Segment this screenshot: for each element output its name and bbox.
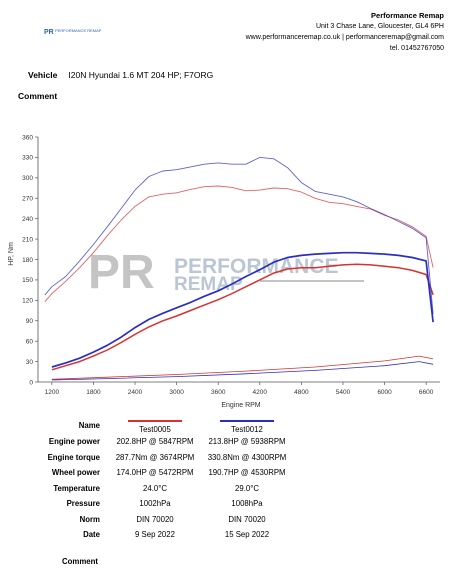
series-line-5 bbox=[51, 361, 434, 381]
series-line-4 bbox=[51, 355, 434, 380]
company-phone: tel. 01452767050 bbox=[389, 45, 444, 52]
y-tick-label: 60 bbox=[26, 338, 34, 345]
watermark-letters: PR bbox=[88, 246, 155, 299]
x-axis-label: Engine RPM bbox=[221, 402, 260, 409]
x-tick-label: 1200 bbox=[45, 389, 60, 396]
summary-value-test-1: 24.0°C bbox=[143, 483, 167, 493]
y-tick-label: 240 bbox=[22, 216, 33, 223]
company-address: Unit 3 Chase Lane, Gloucester, GL4 6PH bbox=[315, 23, 444, 30]
summary-row-label: Engine power bbox=[48, 437, 100, 447]
vehicle-label: Vehicle bbox=[28, 70, 58, 80]
dyno-chart: PR PERFORMANCE REMAP 0 30 60 90 120 150 180 210… bbox=[8, 134, 440, 409]
summary-value-test-1: 174.0HP @ 5472RPM bbox=[116, 468, 194, 478]
summary-value-test-2: 190.7HP @ 4530RPM bbox=[208, 468, 286, 478]
series-line-2 bbox=[51, 251, 434, 368]
summary-value-test-1: 202.8HP @ 5847RPM bbox=[116, 437, 194, 447]
summary-table: Name Test0005 Test0012 Engine power 202.8… bbox=[40, 416, 293, 543]
chart-lines bbox=[44, 156, 434, 381]
summary-row: Pressure 1002hPa 1008hPa bbox=[40, 496, 293, 512]
y-tick-label: 30 bbox=[26, 359, 34, 366]
y-tick-label: 90 bbox=[26, 318, 34, 325]
x-tick-label: 6600 bbox=[419, 389, 434, 396]
vehicle-value: I20N Hyundai 1.6 MT 204 HP; F7ORG bbox=[68, 70, 214, 80]
summary-row-label: Date bbox=[83, 530, 100, 540]
company-info: Performance Remap Unit 3 Chase Lane, Glo… bbox=[184, 10, 444, 54]
logo-text: PERFORMANCE REMAP bbox=[55, 28, 102, 33]
test-1-name: Test0005 bbox=[139, 425, 171, 434]
summary-row: Temperature 24.0°C 29.0°C bbox=[40, 481, 293, 497]
chart-axes: 0 30 60 90 120 150 180 210 240 270 300 330 360 1200 18… bbox=[22, 134, 440, 396]
summary-value-test-2: 330.8Nm @ 4300RPM bbox=[207, 452, 287, 462]
watermark-line2: REMAP bbox=[174, 274, 243, 295]
y-tick-label: 150 bbox=[22, 277, 33, 284]
summary-value-test-2: DIN 70020 bbox=[228, 514, 266, 524]
summary-row: Norm DIN 70020 DIN 70020 bbox=[40, 512, 293, 528]
summary-value-test-1: 287.7Nm @ 3674RPM bbox=[115, 452, 195, 462]
x-tick-label: 2400 bbox=[128, 389, 143, 396]
test-2-swatch bbox=[220, 419, 274, 422]
summary-comment-label: Comment bbox=[62, 557, 98, 566]
test-1-swatch bbox=[128, 419, 182, 422]
summary-value-test-1: 9 Sep 2022 bbox=[135, 530, 175, 540]
summary-header-label: Name bbox=[78, 420, 100, 430]
summary-row-label: Norm bbox=[79, 514, 100, 524]
y-axis-label: HP, Nm bbox=[8, 242, 15, 266]
series-line-3 bbox=[44, 156, 434, 314]
y-tick-label: 360 bbox=[22, 134, 33, 141]
company-name: Performance Remap bbox=[371, 11, 444, 20]
vehicle-row: Vehicle I20N Hyundai 1.6 MT 204 HP; F7OR… bbox=[28, 70, 213, 80]
x-tick-label: 4800 bbox=[294, 389, 309, 396]
y-tick-label: 0 bbox=[29, 379, 33, 386]
y-tick-label: 270 bbox=[22, 196, 33, 203]
summary-row-label: Wheel power bbox=[51, 468, 100, 478]
summary-row: Wheel power 174.0HP @ 5472RPM 190.7HP @ 45… bbox=[40, 465, 293, 481]
summary-value-test-1: 1002hPa bbox=[139, 499, 171, 509]
summary-value-test-2: 1008hPa bbox=[231, 499, 263, 509]
test-2-header: Test0012 bbox=[201, 416, 293, 434]
series-line-1 bbox=[44, 185, 434, 302]
summary-value-test-2: 15 Sep 2022 bbox=[224, 530, 270, 540]
summary-row: Engine torque 287.7Nm @ 3674RPM 330.8Nm @ … bbox=[40, 450, 293, 466]
test-2-name: Test0012 bbox=[231, 425, 263, 434]
y-tick-label: 120 bbox=[22, 298, 33, 305]
summary-header-row: Name Test0005 Test0012 bbox=[40, 416, 293, 434]
logo-letters: PR bbox=[44, 29, 54, 36]
y-tick-label: 210 bbox=[22, 236, 33, 243]
x-tick-label: 6000 bbox=[377, 389, 392, 396]
x-tick-label: 3600 bbox=[211, 389, 226, 396]
summary-row: Date 9 Sep 2022 15 Sep 2022 bbox=[40, 527, 293, 543]
test-1-header: Test0005 bbox=[109, 416, 201, 434]
watermark: PR PERFORMANCE REMAP bbox=[88, 246, 364, 299]
series-line-0 bbox=[51, 263, 434, 371]
summary-row: Engine power 202.8HP @ 5847RPM 213.8HP @ 5… bbox=[40, 434, 293, 450]
summary-value-test-2: 213.8HP @ 5938RPM bbox=[208, 437, 286, 447]
y-tick-label: 330 bbox=[22, 155, 33, 162]
y-tick-label: 300 bbox=[22, 175, 33, 182]
summary-value-test-2: 29.0°C bbox=[235, 483, 259, 493]
y-tick-label: 180 bbox=[22, 257, 33, 264]
x-tick-label: 1800 bbox=[86, 389, 101, 396]
summary-value-test-1: DIN 70020 bbox=[136, 514, 174, 524]
summary-row-label: Pressure bbox=[66, 499, 100, 509]
x-tick-label: 4200 bbox=[253, 389, 268, 396]
summary-row-label: Temperature bbox=[53, 483, 100, 493]
summary-row-label: Engine torque bbox=[47, 452, 100, 462]
x-tick-label: 5400 bbox=[336, 389, 351, 396]
company-web-email: www.performanceremap.co.uk | performance… bbox=[245, 34, 444, 41]
company-logo: PR PERFORMANCE REMAP bbox=[44, 28, 102, 36]
x-tick-label: 3000 bbox=[169, 389, 184, 396]
watermark-line1: PERFORMANCE bbox=[174, 255, 339, 278]
comment-label: Comment bbox=[18, 91, 58, 101]
